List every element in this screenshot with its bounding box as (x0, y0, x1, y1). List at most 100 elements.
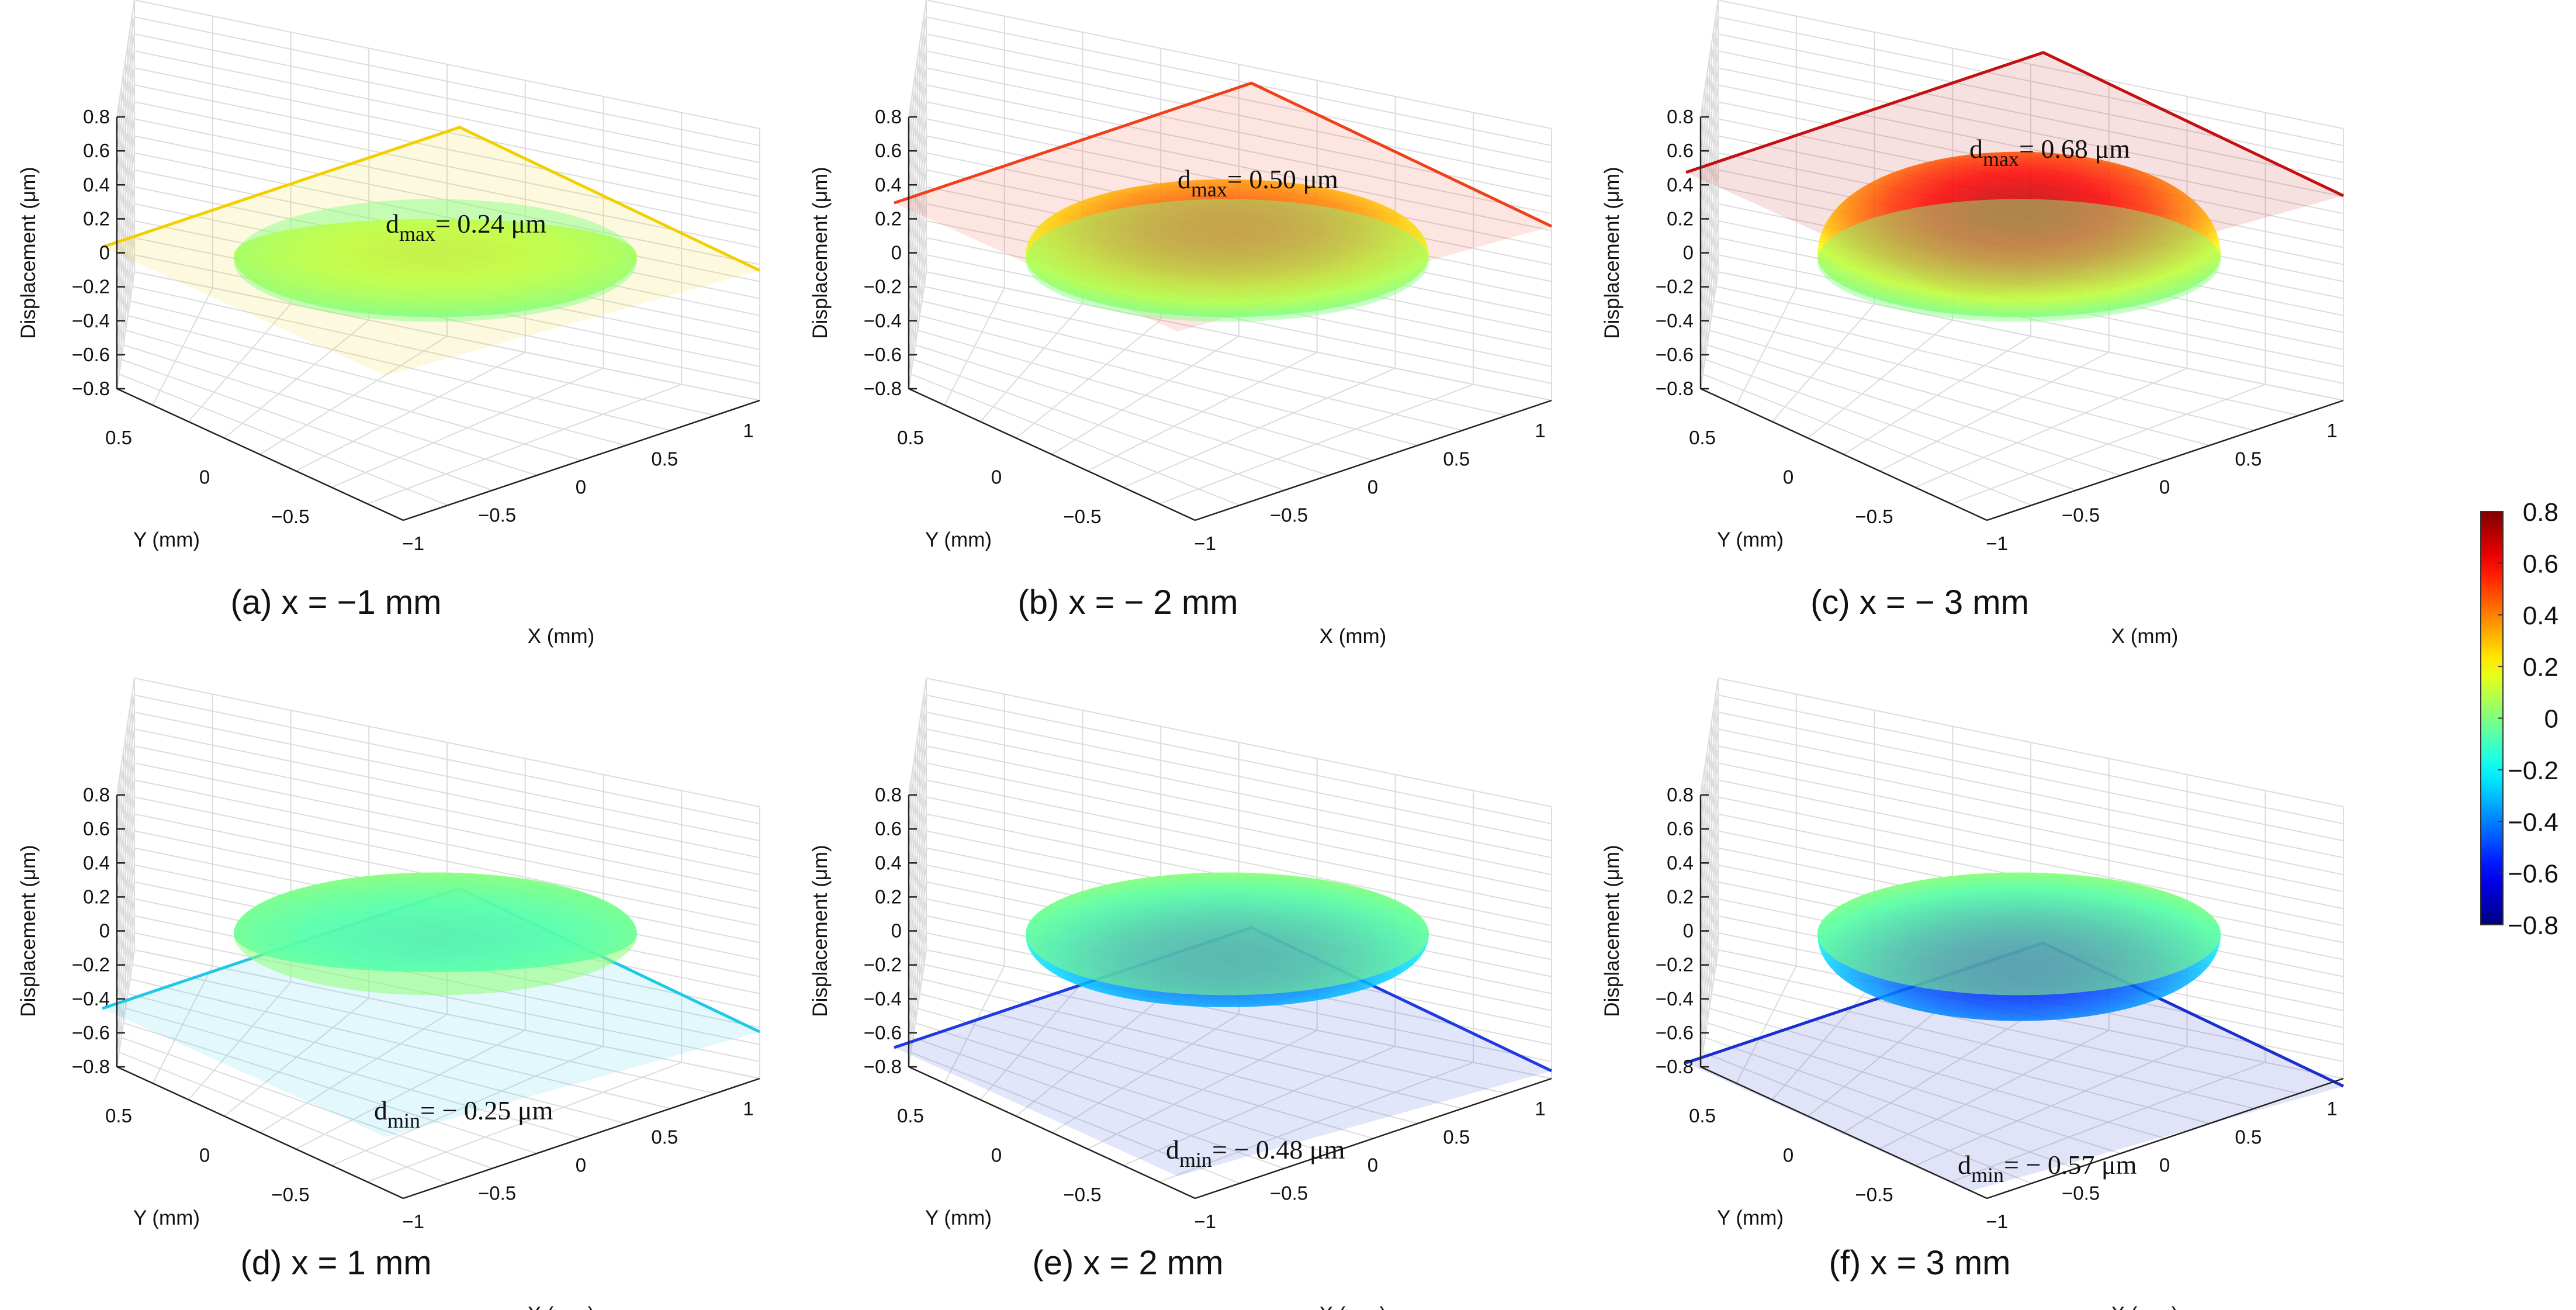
z-tick-label: 0 (891, 920, 902, 942)
y-axis-line (116, 388, 404, 521)
z-tick-label: −0.6 (72, 1022, 110, 1043)
y-tick-label: 0 (1783, 466, 1793, 488)
x-axis-line (403, 399, 760, 521)
y-axis-label: Y (mm) (1717, 1207, 1784, 1229)
grid-line (295, 1029, 526, 1150)
z-axis: 0.8 0.6 0.4 0.2 0 −0.2 −0.4 −0.6 −0.8 Displacemen… (809, 106, 917, 399)
y-axis: 0.5 0 −0.5 Y (mm) (897, 1066, 1196, 1229)
z-tick-label: 0.8 (83, 106, 110, 127)
surface-rim (234, 199, 637, 322)
panel-b: 0.8 0.6 0.4 0.2 0 −0.2 −0.4 −0.6 −0.8 Displacemen… (809, 0, 1553, 648)
grid-line (1087, 1029, 1318, 1150)
x-axis: −1 −0.5 0 0.5 1 X (mm) (1194, 399, 1552, 648)
z-tick-label: −0.6 (1656, 344, 1694, 365)
z-tick-label: −0.2 (1656, 276, 1694, 298)
x-tick-label: −0.5 (2062, 1183, 2100, 1204)
x-axis-label: X (mm) (528, 1303, 595, 1310)
grid-line (919, 315, 1418, 446)
x-tick-label: −0.5 (478, 504, 516, 526)
peak-annotation: dmin= − 0.48 μm (1166, 1135, 1345, 1171)
colorbar-tick-label: −0.6 (2508, 860, 2558, 889)
z-tick-label: 0.6 (1667, 140, 1694, 161)
z-tick-label: −0.2 (72, 954, 110, 976)
annotation-subscript: max (399, 222, 435, 246)
panel-e: 0.8 0.6 0.4 0.2 0 −0.2 −0.4 −0.6 −0.8 Displacemen… (809, 678, 1553, 1310)
z-axis: 0.8 0.6 0.4 0.2 0 −0.2 −0.4 −0.6 −0.8 Displacemen… (809, 784, 917, 1077)
z-tick-label: −0.6 (864, 1022, 902, 1043)
z-tick-label: 0.2 (1667, 886, 1694, 907)
x-axis: −1 −0.5 0 0.5 1 X (mm) (1986, 399, 2344, 648)
z-tick-label: −0.8 (72, 378, 110, 399)
colorbar-tick-label: 0.6 (2523, 549, 2558, 578)
reference-plane (102, 889, 760, 1138)
x-tick-label: −1 (1194, 1211, 1216, 1232)
surface-rim (1026, 872, 1429, 996)
y-axis-line (1700, 388, 1988, 521)
annotation-subscript: max (1983, 147, 2019, 171)
z-tick-label: −0.4 (72, 310, 110, 331)
z-tick-label: −0.2 (864, 276, 902, 298)
y-axis: 0.5 0 −0.5 Y (mm) (105, 1066, 404, 1229)
z-tick-label: −0.8 (864, 378, 902, 399)
x-axis-label: X (mm) (2111, 625, 2179, 648)
annotation-symbol: d (1178, 164, 1191, 194)
annotation-value: = 0.24 μm (435, 209, 546, 239)
z-tick-label: 0.8 (875, 106, 902, 127)
annotation-symbol: d (1958, 1150, 1971, 1180)
grid-line (926, 949, 1552, 1079)
z-tick-label: −0.8 (1656, 1056, 1694, 1077)
x-tick-label: −1 (402, 1211, 424, 1232)
reference-plane (1686, 943, 2343, 1192)
grid-line (1711, 315, 2210, 446)
grid-line (1879, 1029, 2110, 1150)
z-tick-label: 0.8 (1667, 106, 1694, 127)
z-tick-label: −0.4 (1656, 310, 1694, 331)
displacement-surface (234, 219, 637, 317)
annotation-symbol: d (1969, 134, 1983, 164)
z-tick-label: 0.2 (875, 208, 902, 229)
z-tick-label: 0.4 (83, 852, 110, 873)
x-axis-line (1986, 1077, 2344, 1200)
grid-line (1051, 336, 1239, 455)
reference-plane (894, 928, 1552, 1176)
z-axis-label: Displacement (μm) (17, 845, 40, 1017)
colorbar-tick-label: −0.4 (2508, 808, 2558, 837)
annotation-subscript: min (387, 1109, 420, 1132)
x-tick-label: −0.5 (1270, 1183, 1308, 1204)
x-tick-label: 1 (1535, 420, 1545, 441)
z-tick-label: 0.2 (1667, 208, 1694, 229)
panel-a: 0.8 0.6 0.4 0.2 0 −0.2 −0.4 −0.6 −0.8 Displacemen… (17, 0, 761, 648)
grid-lines (116, 0, 760, 521)
colorbar-tick-label: 0.4 (2523, 602, 2558, 630)
grid-line (1713, 979, 2255, 1109)
annotation-value: = 0.50 μm (1227, 164, 1338, 194)
annotation-subscript: max (1191, 178, 1227, 201)
z-tick-label: −0.2 (864, 954, 902, 976)
grid-line (132, 964, 715, 1094)
z-axis: 0.8 0.6 0.4 0.2 0 −0.2 −0.4 −0.6 −0.8 Displacemen… (17, 784, 125, 1077)
z-tick-label: 0.4 (875, 174, 902, 195)
grid-line (367, 1062, 682, 1183)
x-tick-label: 1 (2326, 420, 2337, 441)
panel-caption: (a) x = −1 mm (231, 583, 442, 621)
y-tick-label: −0.5 (1855, 1184, 1893, 1205)
z-axis-label: Displacement (μm) (1601, 167, 1623, 338)
z-tick-label: −0.4 (72, 988, 110, 1010)
y-tick-label: −0.5 (271, 506, 309, 527)
z-tick-label: −0.4 (1656, 988, 1694, 1010)
reference-plane-edge (1685, 51, 2345, 198)
y-axis-label: Y (mm) (1717, 528, 1784, 551)
grid-line (1716, 964, 2299, 1094)
z-axis-label: Displacement (μm) (1601, 845, 1623, 1017)
panel-caption: (c) x = − 3 mm (1810, 583, 2029, 621)
x-tick-label: −1 (1986, 533, 2008, 554)
y-tick-label: 0 (199, 466, 210, 488)
grid-line (1915, 368, 2187, 488)
y-tick-label: 0.5 (105, 427, 132, 448)
z-tick-label: 0 (99, 920, 110, 942)
z-tick-label: 0.4 (1667, 852, 1694, 873)
x-tick-label: −0.5 (478, 1183, 516, 1204)
annotation-symbol: d (386, 209, 399, 239)
peak-annotation: dmin= − 0.57 μm (1958, 1150, 2137, 1187)
grid-line (1713, 300, 2255, 431)
